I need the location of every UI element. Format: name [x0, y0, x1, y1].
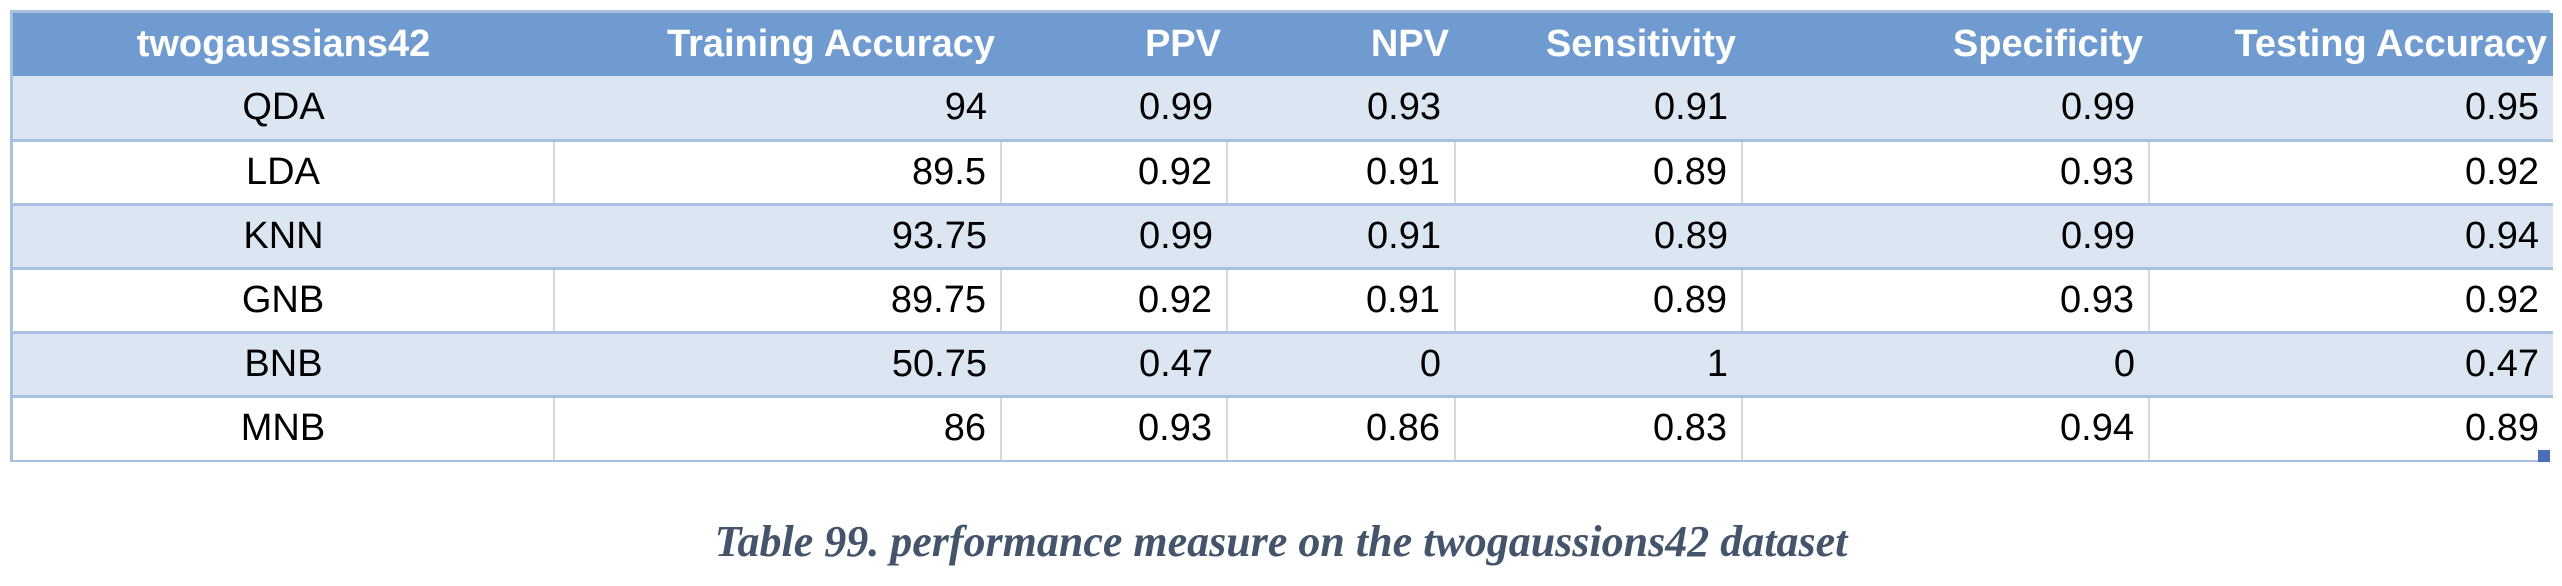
performance-table-container: twogaussians42 Training Accuracy PPV NPV…	[10, 10, 2553, 462]
testing-accuracy-cell: 0.92	[2148, 266, 2553, 332]
npv-cell: 0.91	[1226, 266, 1455, 332]
testing-accuracy-cell: 0.95	[2465, 85, 2539, 128]
ppv-cell: 0.92	[1000, 138, 1227, 204]
model-name-cell: BNB	[13, 330, 554, 396]
npv-cell: 0.86	[1226, 394, 1455, 460]
specificity-cell: 0.93	[1741, 266, 2149, 332]
npv-cell: 0.91	[1227, 202, 1455, 268]
model-name-cell: KNN	[13, 202, 554, 268]
specificity-cell: 0.99	[2061, 85, 2135, 128]
sensitivity-cell: 1	[1455, 330, 1742, 396]
sensitivity-cell: 0.89	[1454, 266, 1742, 332]
specificity-cell: 0.99	[1742, 202, 2149, 268]
sensitivity-cell: 0.89	[1454, 138, 1742, 204]
header-npv: NPV	[1370, 23, 1449, 65]
npv-cell: 0	[1227, 330, 1455, 396]
testing-accuracy-cell: 0.89	[2148, 394, 2553, 460]
training-accuracy-cell: 89.5	[553, 138, 1001, 204]
training-accuracy-cell: 50.75	[554, 330, 1001, 396]
specificity-cell: 0	[1742, 330, 2149, 396]
table-row: BNB 50.75 0.47 0 1 0 0.47	[13, 330, 2553, 396]
training-accuracy-cell: 94	[944, 85, 987, 128]
npv-cell: 0.91	[1226, 138, 1455, 204]
table-caption: Table 99. performance measure on the two…	[714, 517, 1848, 566]
model-name-cell: GNB	[13, 266, 554, 332]
ppv-cell: 0.93	[1000, 394, 1227, 460]
performance-table: twogaussians42 Training Accuracy PPV NPV…	[13, 13, 2553, 460]
ppv-cell: 0.92	[1000, 266, 1227, 332]
table-row: LDA 89.5 0.92 0.91 0.89 0.93 0.92	[13, 138, 2553, 204]
model-name-cell: LDA	[13, 138, 554, 204]
ppv-cell: 0.99	[1001, 202, 1227, 268]
specificity-cell: 0.94	[1741, 394, 2149, 460]
npv-cell: 0.93	[1367, 85, 1441, 128]
header-ppv: PPV	[1144, 23, 1221, 65]
model-name-cell: MNB	[13, 394, 554, 460]
header-sensitivity: Sensitivity	[1545, 23, 1736, 65]
header-dataset: twogaussians42	[136, 23, 431, 65]
specificity-cell: 0.93	[1741, 138, 2149, 204]
table-row: QDA 94 0.99 0.93 0.91 0.99 0.95	[13, 76, 2553, 140]
sensitivity-cell: 0.89	[1455, 202, 1742, 268]
ppv-cell: 0.47	[1001, 330, 1227, 396]
training-accuracy-cell: 93.75	[554, 202, 1001, 268]
training-accuracy-cell: 86	[553, 394, 1001, 460]
testing-accuracy-cell: 0.92	[2148, 138, 2553, 204]
sensitivity-cell: 0.83	[1454, 394, 1742, 460]
table-row: MNB 86 0.93 0.86 0.83 0.94 0.89	[13, 394, 2553, 460]
model-name-cell: QDA	[242, 85, 325, 128]
header-training-accuracy: Training Accuracy	[666, 23, 995, 65]
table-resize-handle[interactable]	[2538, 450, 2550, 462]
ppv-cell: 0.99	[1139, 85, 1213, 128]
header-specificity: Specificity	[1952, 23, 2143, 65]
sensitivity-cell: 0.91	[1654, 85, 1728, 128]
header-testing-accuracy: Testing Accuracy	[2234, 23, 2547, 65]
table-row: KNN 93.75 0.99 0.91 0.89 0.99 0.94	[13, 202, 2553, 268]
training-accuracy-cell: 89.75	[553, 266, 1001, 332]
testing-accuracy-cell: 0.47	[2149, 330, 2553, 396]
testing-accuracy-cell: 0.94	[2149, 202, 2553, 268]
header-row: twogaussians42 Training Accuracy PPV NPV…	[13, 13, 2553, 76]
table-row: GNB 89.75 0.92 0.91 0.89 0.93 0.92	[13, 266, 2553, 332]
